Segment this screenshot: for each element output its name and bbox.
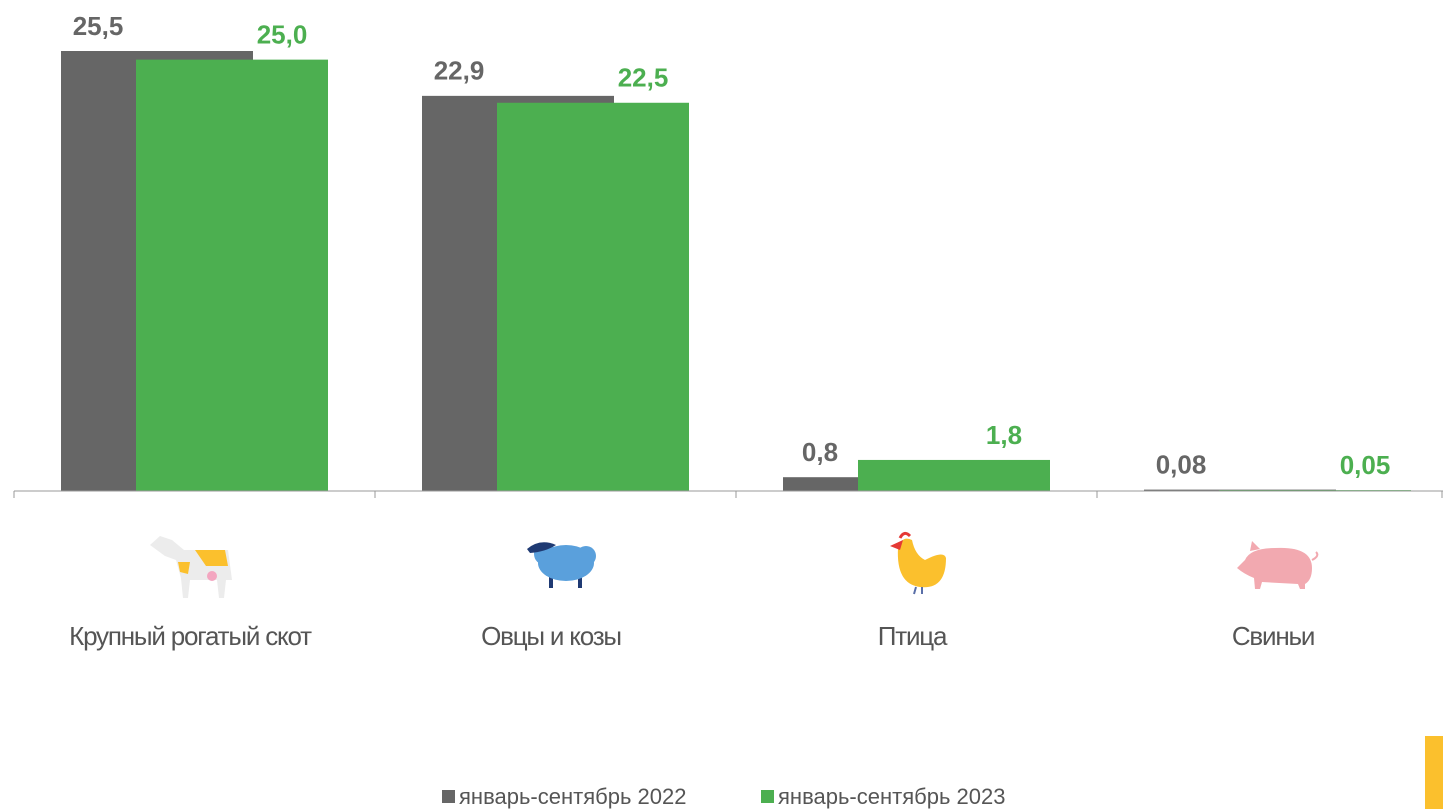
x-tick-label: Овцы и козы xyxy=(481,621,621,651)
legend-label: январь-сентябрь 2022 xyxy=(459,784,687,809)
legend-swatch xyxy=(442,790,455,803)
legend-swatch xyxy=(761,790,774,803)
x-tick-label: Птица xyxy=(878,621,948,651)
value-label: 22,9 xyxy=(434,56,485,86)
sheep-icon xyxy=(527,542,596,588)
value-label: 0,08 xyxy=(1156,449,1207,479)
pig-icon xyxy=(1237,541,1319,589)
bar xyxy=(136,59,328,492)
corner-tab xyxy=(1425,736,1443,809)
legend-label: январь-сентябрь 2023 xyxy=(778,784,1006,809)
value-label: 1,8 xyxy=(986,420,1022,450)
value-label: 25,5 xyxy=(73,11,124,41)
value-label: 25,0 xyxy=(257,20,308,50)
value-label: 22,5 xyxy=(618,63,669,93)
x-tick-label: Свиньи xyxy=(1232,621,1314,651)
value-label: 0,8 xyxy=(802,437,838,467)
value-label: 0,05 xyxy=(1340,450,1391,480)
cow-icon xyxy=(150,536,232,598)
bar xyxy=(858,459,1050,491)
x-tick-label: Крупный рогатый скот xyxy=(69,621,312,651)
icons xyxy=(150,531,1319,598)
bar xyxy=(497,102,689,491)
chicken-icon xyxy=(890,531,946,595)
